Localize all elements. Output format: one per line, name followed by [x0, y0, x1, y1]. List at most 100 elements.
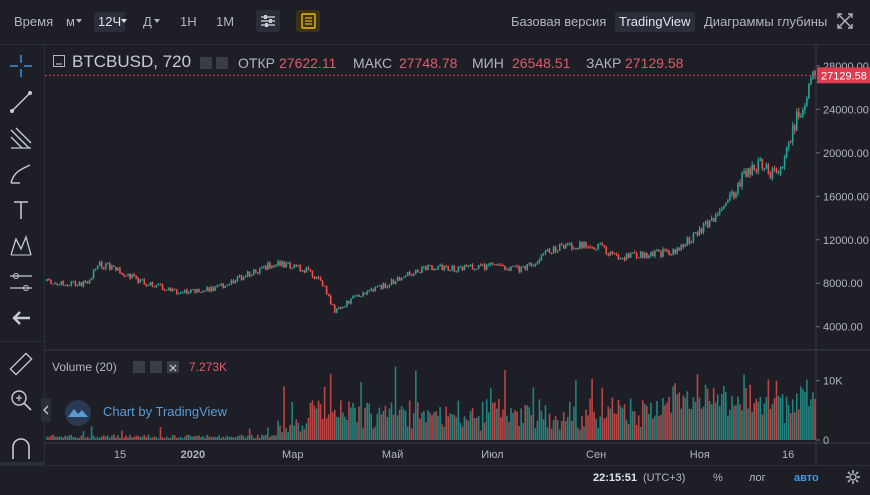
chart-list-icon[interactable]	[296, 10, 320, 32]
eye-icon[interactable]	[133, 361, 145, 373]
candle-body	[378, 285, 381, 287]
candle-body	[619, 258, 622, 260]
candle-body	[504, 265, 506, 270]
volume-bar	[698, 397, 701, 440]
candle-body	[558, 244, 561, 251]
candle-body	[115, 266, 117, 271]
settings-gear-icon[interactable]	[845, 469, 861, 485]
interval-1w-button[interactable]: 1Н	[180, 14, 197, 29]
candle-body	[453, 265, 456, 272]
collapse-legend-icon[interactable]	[53, 55, 65, 67]
candle-body	[672, 249, 674, 255]
volume-bar	[704, 384, 707, 440]
crosshair-icon[interactable]	[8, 53, 34, 79]
volume-bar	[297, 422, 300, 440]
candle-body	[92, 269, 95, 278]
text-tool-icon[interactable]	[8, 197, 34, 223]
candle-body	[662, 248, 664, 257]
log-scale-button[interactable]: лог	[749, 472, 766, 484]
ruler-icon[interactable]	[8, 351, 34, 377]
hide-toolbar-button[interactable]	[41, 398, 51, 422]
auto-scale-button[interactable]: авто	[794, 472, 819, 484]
low-label: МИН	[472, 55, 504, 71]
candle-body	[522, 266, 525, 268]
volume-bar	[327, 414, 330, 440]
volume-bar	[453, 414, 456, 440]
candle-body	[652, 252, 654, 257]
volume-bar	[710, 404, 713, 440]
candle-body	[528, 262, 531, 264]
volume-bar	[429, 412, 431, 440]
candle-body	[56, 283, 58, 285]
candle-body	[684, 245, 687, 247]
interval-dropdown[interactable]: 12Ч	[94, 12, 126, 32]
depth-charts-link[interactable]: Диаграммы глубины	[704, 14, 828, 29]
candle-body	[177, 293, 180, 295]
volume-bar	[285, 428, 287, 440]
tradingview-logo[interactable]	[62, 400, 242, 426]
magnet-icon[interactable]	[8, 435, 34, 461]
candle-body	[214, 287, 216, 291]
eye-icon[interactable]	[200, 57, 212, 69]
measure-icon[interactable]	[8, 269, 34, 295]
basic-version-link[interactable]: Базовая версия	[511, 14, 607, 29]
volume-bar	[192, 436, 194, 440]
candle-body	[80, 282, 83, 287]
candle-body	[46, 279, 48, 282]
tradingview-tab[interactable]: TradingView	[615, 12, 695, 32]
candle-body	[372, 288, 375, 292]
volume-bar	[601, 387, 604, 440]
volume-bar	[84, 437, 87, 440]
candle-body	[548, 249, 551, 253]
volume-bar	[747, 408, 749, 440]
volume-bar	[688, 408, 691, 440]
indicators-settings-icon[interactable]	[256, 10, 280, 32]
candle-body	[704, 221, 707, 224]
watermark-text[interactable]: Chart by TradingView	[103, 404, 228, 419]
close-icon[interactable]	[167, 361, 179, 373]
percent-scale-button[interactable]: %	[713, 472, 723, 484]
candle-body	[66, 284, 69, 286]
volume-bar	[475, 417, 478, 440]
gear-icon[interactable]	[150, 361, 162, 373]
candle-body	[123, 274, 125, 276]
gear-icon[interactable]	[216, 57, 228, 69]
zoom-icon[interactable]	[8, 387, 34, 413]
interval-1m-button[interactable]: 1М	[216, 14, 235, 29]
volume-bar	[621, 408, 624, 440]
candle-body	[78, 282, 81, 286]
volume-bar	[248, 428, 251, 440]
candle-body	[147, 285, 150, 287]
days-dropdown[interactable]: Д	[143, 14, 152, 29]
candle-body	[212, 287, 214, 291]
timezone-button[interactable]: (UTC+3)	[643, 472, 686, 484]
volume-bar	[427, 410, 429, 440]
volume-bar	[354, 407, 356, 440]
expand-icon[interactable]	[836, 12, 854, 30]
volume-bar	[589, 398, 591, 440]
time-tick-label: Июл	[481, 449, 503, 461]
volume-bar	[806, 379, 808, 440]
volume-bar	[281, 432, 283, 440]
volume-bar	[396, 415, 399, 440]
candle-body	[599, 243, 602, 245]
candle-body	[346, 300, 348, 307]
candle-body	[785, 147, 788, 158]
volume-bar	[64, 435, 67, 440]
candle-body	[603, 245, 606, 247]
pitchfork-icon[interactable]	[8, 125, 34, 151]
brush-icon[interactable]	[8, 161, 34, 187]
volume-bar	[720, 394, 723, 440]
candle-body	[433, 269, 435, 271]
minutes-dropdown[interactable]: м	[66, 14, 75, 29]
candle-body	[810, 78, 812, 85]
trend-line-icon[interactable]	[8, 89, 34, 115]
price-chart[interactable]: 28000.00 24000.00 20000.00 16000.00 12000.00…	[45, 45, 870, 465]
volume-bar	[388, 408, 391, 440]
volume-bar	[196, 435, 198, 440]
volume-bar	[303, 429, 306, 440]
volume-bar	[127, 437, 129, 440]
volume-bar	[761, 414, 764, 440]
pattern-icon[interactable]	[8, 233, 34, 259]
back-arrow-icon[interactable]	[8, 305, 34, 331]
